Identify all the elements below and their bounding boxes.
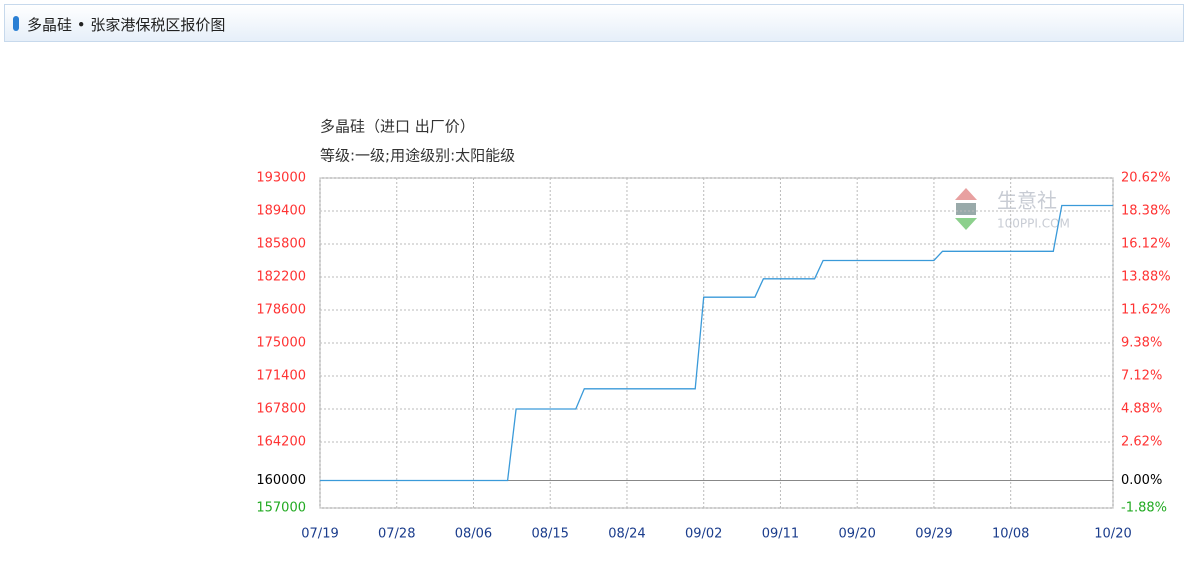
y2-tick-label: 20.62% (1121, 171, 1171, 186)
x-tick-label: 08/15 (531, 527, 568, 542)
logo-top (955, 188, 977, 200)
y-tick-label: 182200 (256, 270, 306, 285)
header-icon (13, 16, 19, 31)
watermark-name: 生意社 (997, 189, 1057, 213)
y-tick-label: 167800 (256, 402, 306, 417)
x-tick-label: 08/06 (455, 527, 492, 542)
y-tick-label: 185800 (256, 237, 306, 252)
x-tick-label: 08/24 (608, 527, 645, 542)
x-tick-label: 10/08 (992, 527, 1029, 542)
y2-tick-label: 13.88% (1121, 269, 1171, 284)
y-tick-label: 160000 (256, 473, 306, 488)
y-tick-label: 171400 (256, 369, 306, 384)
y2-tick-label: 11.62% (1121, 303, 1171, 318)
y-tick-label: 157000 (256, 501, 306, 516)
x-tick-label: 07/28 (378, 527, 415, 542)
chart-title: 多晶硅（进口 出厂价） (320, 118, 475, 136)
price-line (320, 204, 1113, 482)
y2-tick-label: 0.00% (1121, 473, 1162, 488)
y-tick-label: 164200 (256, 435, 306, 450)
y2-tick-label: 16.12% (1121, 237, 1171, 252)
y2-tick-label: 7.12% (1121, 369, 1162, 384)
logo-bottom (955, 218, 977, 230)
y2-tick-label: 18.38% (1121, 203, 1171, 218)
y-tick-label: 193000 (256, 171, 306, 186)
y-tick-label: 175000 (256, 336, 306, 351)
y-tick-label: 178600 (256, 303, 306, 318)
x-tick-label: 09/02 (685, 527, 722, 542)
logo-mid (956, 203, 976, 215)
x-tick-label: 09/11 (762, 527, 799, 542)
y-tick-label: 189400 (256, 204, 306, 219)
x-tick-label: 10/20 (1094, 527, 1131, 542)
y2-tick-label: 9.38% (1121, 335, 1162, 350)
x-tick-label: 07/19 (301, 527, 338, 542)
watermark-site: 100PPI.COM (997, 217, 1070, 231)
chart-subtitle: 等级:一级;用途级别:太阳能级 (320, 147, 515, 165)
header-bar: 多晶硅 • 张家港保税区报价图 (4, 4, 1184, 42)
x-tick-label: 09/29 (915, 527, 952, 542)
y2-tick-label: 2.62% (1121, 435, 1162, 450)
y2-tick-label: 4.88% (1121, 401, 1162, 416)
x-tick-label: 09/20 (838, 527, 875, 542)
y2-tick-label: -1.88% (1121, 501, 1167, 516)
header-title: 多晶硅 • 张家港保税区报价图 (27, 16, 226, 34)
